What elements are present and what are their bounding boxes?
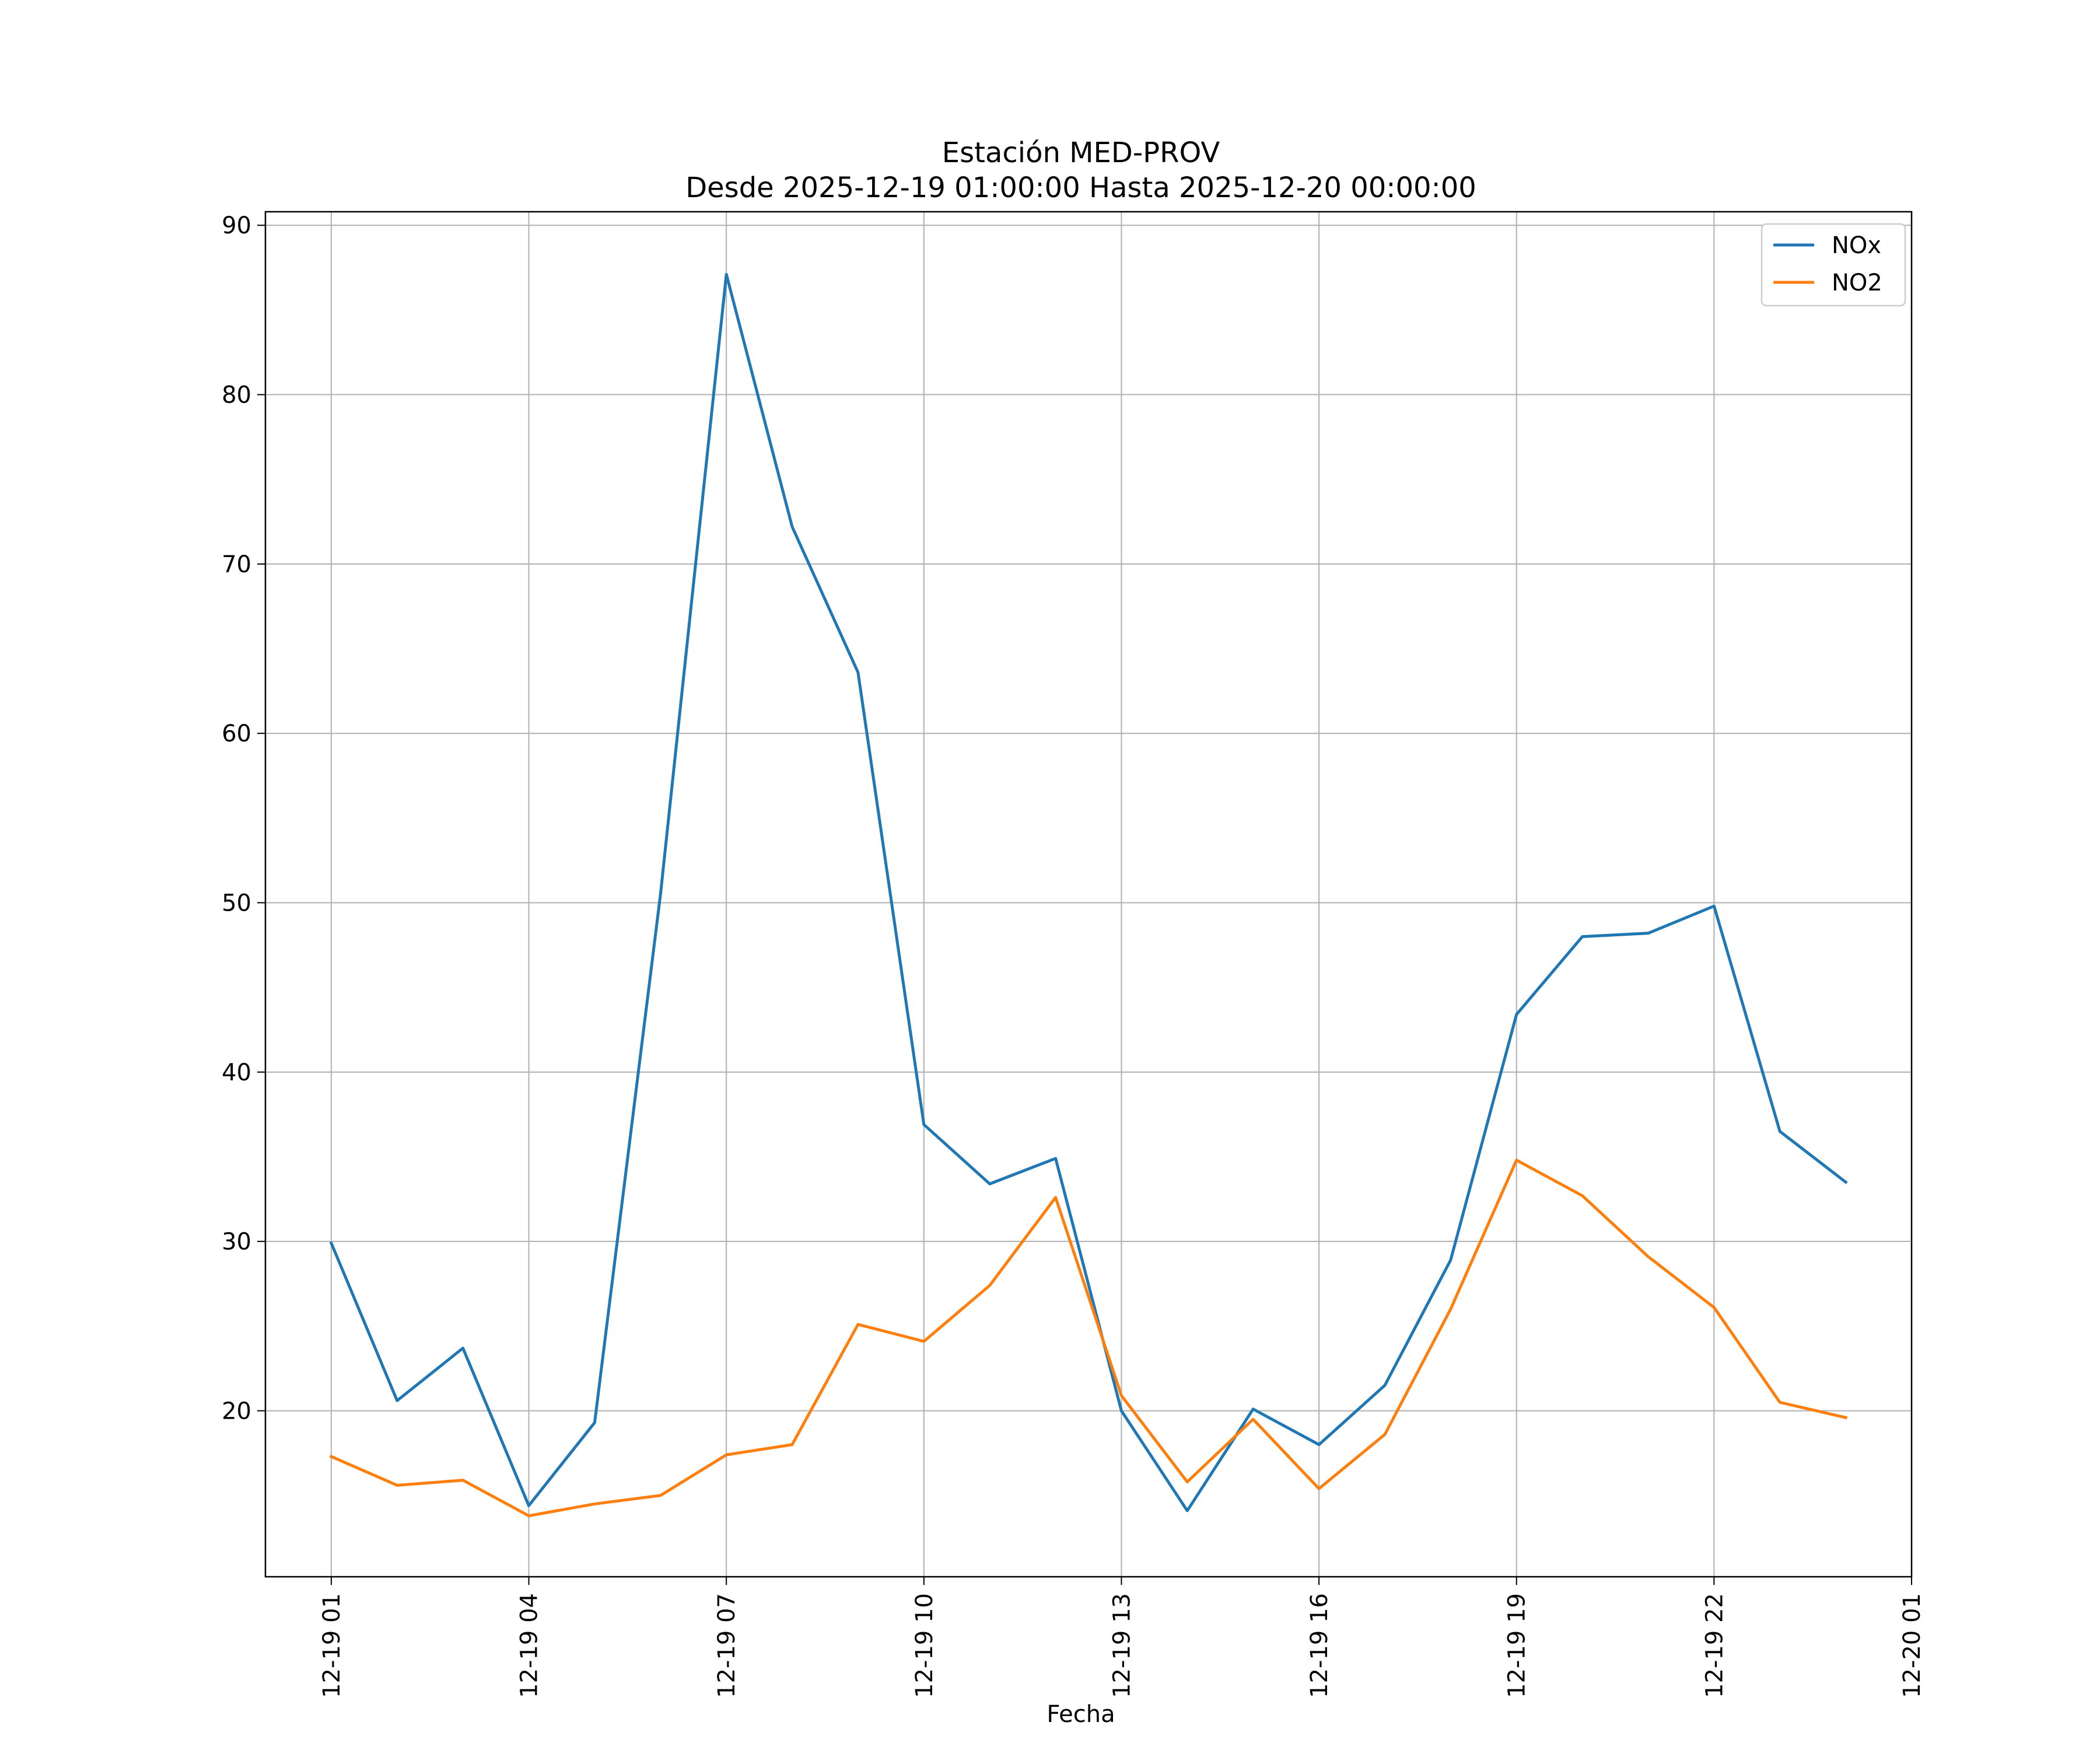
y-tick-label: 60: [222, 720, 251, 747]
legend: NOx NO2: [1760, 223, 1906, 307]
y-tick-label: 40: [222, 1059, 251, 1086]
legend-label-no2: NO2: [1832, 270, 1882, 296]
x-tick-label: 12-19 22: [1701, 1593, 1728, 1698]
x-tick-label: 12-19 07: [713, 1593, 740, 1698]
y-axis: 20 30 40 50 60 70 80 90: [222, 212, 265, 1424]
x-tick-label: 12-20 01: [1899, 1593, 1926, 1698]
x-tick-label: 12-19 01: [318, 1593, 345, 1698]
x-axis-label: Fecha: [1046, 1701, 1115, 1728]
x-tick-label: 12-19 10: [911, 1593, 938, 1698]
x-tick-label: 12-19 16: [1306, 1593, 1333, 1698]
series-line-nox: [329, 272, 1848, 1513]
x-tick-label: 12-19 19: [1504, 1593, 1531, 1698]
y-tick-label: 80: [222, 382, 251, 409]
plot-frame: [264, 211, 1913, 1578]
y-tick-label: 70: [222, 551, 251, 578]
x-axis: 12-19 01 12-19 04 12-19 07 12-19 10 12-19 13…: [318, 1577, 1926, 1698]
series-line-no2: [329, 1158, 1848, 1517]
legend-label-nox: NOx: [1832, 232, 1881, 259]
grid-lines: [265, 212, 1912, 1577]
y-tick-label: 20: [222, 1398, 251, 1424]
y-tick-label: 90: [222, 212, 251, 239]
y-tick-label: 50: [222, 890, 251, 917]
series-lines: [329, 272, 1848, 1517]
x-tick-label: 12-19 13: [1108, 1593, 1135, 1698]
chart-title-line2: Desde 2025-12-19 01:00:00 Hasta 2025-12-…: [685, 172, 1476, 204]
x-tick-label: 12-19 04: [516, 1593, 543, 1698]
y-tick-label: 30: [222, 1228, 251, 1255]
chart-title-line1: Estación MED-PROV: [942, 136, 1220, 169]
